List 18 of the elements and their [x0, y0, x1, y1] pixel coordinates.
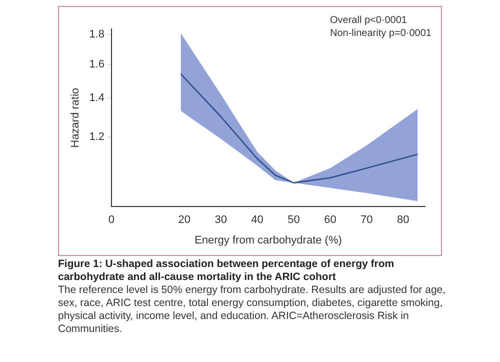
annotation: Non-linearity p=0·0001: [330, 28, 432, 39]
x-axis-title: Energy from carbohydrate (%): [194, 234, 342, 246]
x-tick-label: 30: [214, 214, 227, 226]
text: Overall p<0·0001: [330, 14, 408, 26]
x-tick-label: 70: [360, 214, 373, 226]
y-axis-title: Hazard ratio: [70, 88, 82, 148]
x-tick-label: 40: [251, 214, 264, 226]
x-tick-label: 60: [324, 214, 336, 226]
y-tick-label: 1.2: [89, 130, 104, 143]
x-tick-label: 20: [178, 214, 191, 226]
y-tick-label: 1.8: [89, 28, 104, 41]
caption: Figure 1: U-shaped association between percentage of energy from carbohydrate and all-cause mortality in the ARIC cohort: [58, 258, 396, 284]
text: The reference level is 50% energy from carbohydrate. Results are adjusted for age, sex, race, ARIC test centre, total energy consumption, diabetes, cigarette smoking, physical activity, income level, and education. ARIC=Atherosclerosis Risk in Communities.: [58, 284, 446, 335]
x-tick-label: 0: [108, 214, 115, 226]
x-tick-label: 50: [288, 214, 300, 226]
y-tick-label: 1.6: [89, 58, 104, 70]
x-tick-label: 80: [397, 214, 410, 226]
y-tick-label: 1.4: [89, 92, 104, 104]
